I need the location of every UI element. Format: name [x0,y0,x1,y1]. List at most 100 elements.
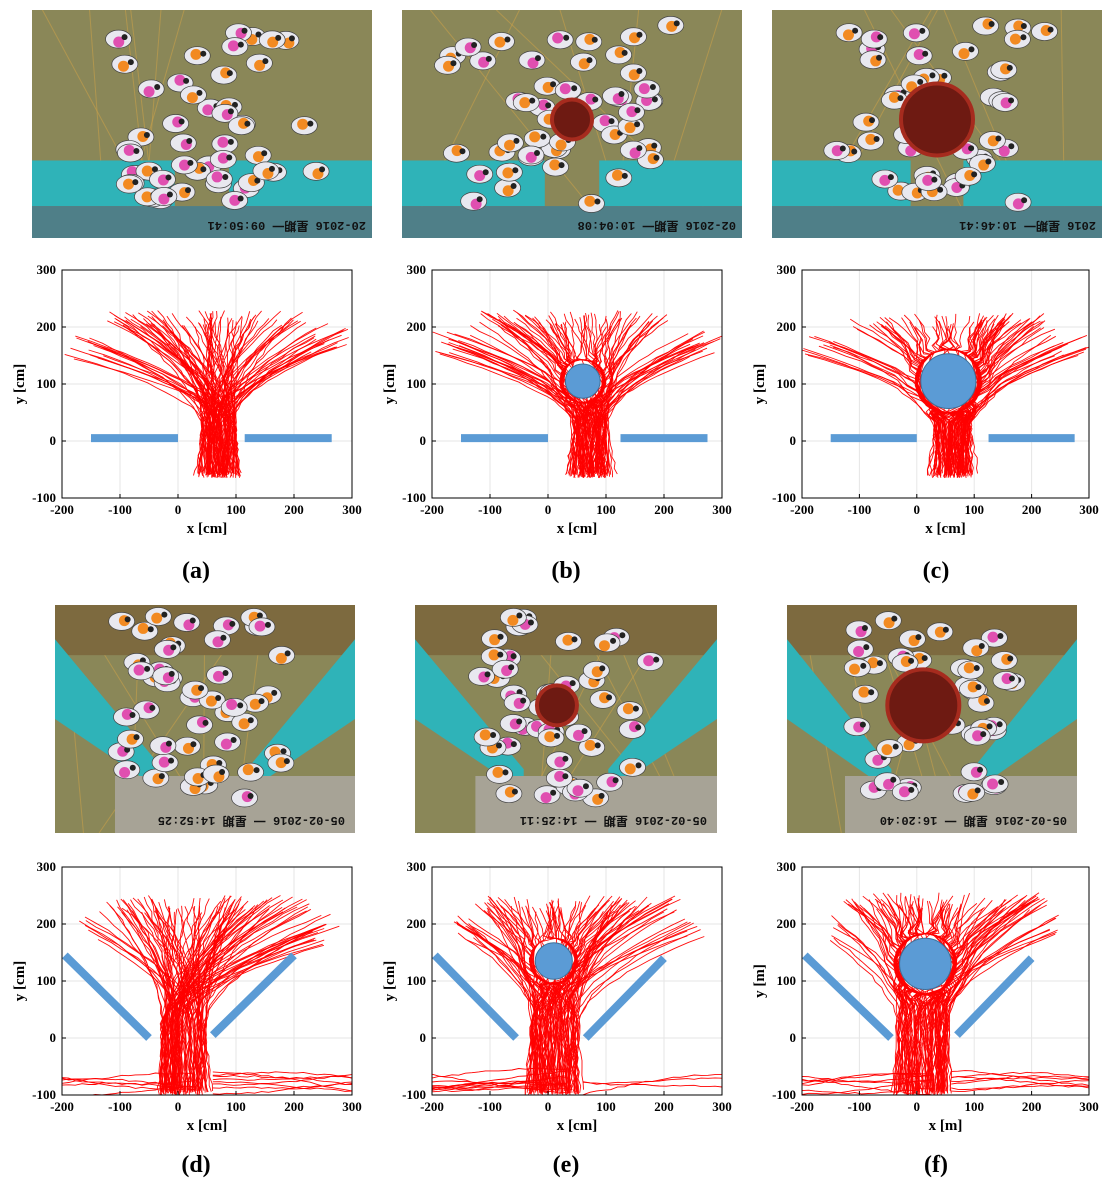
x-tick-label: 0 [914,1099,921,1114]
y-tick-label: 100 [407,376,427,391]
x-axis-label: x [cm] [187,521,227,537]
person [542,157,569,177]
trajectory [553,902,628,1091]
trajectory [167,903,310,1093]
trajectory [802,1080,935,1095]
person [851,684,879,704]
person [876,739,904,758]
person [891,653,919,673]
trajectory-plot-e: -200 -100 0 100 200 300 -100 0 100 200 300 x [cm] y … [370,855,740,1145]
person [957,660,985,680]
wall-left [802,952,894,1041]
trajectory [936,320,1041,475]
person [434,55,461,75]
person [186,715,213,735]
person [963,726,991,746]
trajectory [486,907,546,1091]
trajectory [531,908,596,1091]
y-tick-label: 200 [777,916,797,931]
person [523,129,551,148]
trajectory [905,902,1031,1092]
trajectory [583,313,607,474]
trajectory [567,342,705,474]
trajectory [490,901,574,1091]
trajectory [64,353,213,478]
person [959,679,986,699]
photo-f: 05-02-2016 星期 一 16:20:40 [787,605,1077,833]
trajectory [502,908,537,1090]
person [131,621,159,641]
person [183,46,211,66]
platform-left [55,639,163,792]
trajectory [951,1071,1089,1079]
x-tick-label: 200 [654,1099,674,1114]
person [620,63,647,83]
trajectory [116,899,172,1090]
person [495,784,523,804]
trajectory [197,322,235,476]
x-tick-label: -100 [478,1099,502,1114]
person [570,52,597,72]
person [555,632,582,651]
wall-right [954,955,1035,1038]
trajectory [212,1081,352,1089]
x-tick-label: 300 [712,502,732,517]
person [958,783,986,802]
person [111,54,139,74]
person [992,671,1020,690]
trajectory [138,312,223,478]
person [252,161,280,181]
person [891,782,919,802]
trajectory [953,321,983,478]
trajectory [598,324,618,475]
person [905,46,933,66]
trajectory [192,904,232,1091]
person [835,23,863,43]
person [486,765,513,784]
person [1031,22,1058,41]
person [871,169,899,189]
person [169,133,197,153]
trajectory [88,929,192,1095]
y-tick-label: 100 [407,973,427,988]
person [991,93,1019,112]
obstacle [564,363,601,399]
person [546,768,573,788]
trajectory [896,904,923,1093]
trajectory [159,928,325,1095]
person [823,141,851,160]
timestamp-overlay: 2016 星期一 10:46:41 [959,218,1096,234]
person [154,640,181,659]
person [546,751,573,771]
trajectory [454,333,606,474]
person [117,729,144,749]
trajectory [203,908,270,1092]
person [952,42,979,61]
trajectory [198,310,236,474]
trajectory [914,326,978,474]
platform-right [972,639,1077,792]
y-tick-label: 300 [37,262,57,277]
trajectory [500,324,581,475]
person [473,727,501,747]
trajectory [201,927,318,1093]
person [152,666,180,686]
trajectory [85,920,200,1092]
trajectory [106,901,164,1095]
trajectory [151,316,212,474]
person [533,785,561,805]
trajectory [851,898,913,1095]
person [575,32,603,52]
trajectory [802,1076,935,1084]
trajectory [552,906,572,1092]
person [857,131,884,151]
trajectory [928,903,955,1090]
trajectory [223,319,235,475]
trajectory [221,335,316,477]
person [657,16,685,35]
trajectory [489,896,541,1095]
trajectory [552,910,577,1094]
person [500,608,527,627]
trajectory [890,900,914,1093]
person [617,116,645,136]
